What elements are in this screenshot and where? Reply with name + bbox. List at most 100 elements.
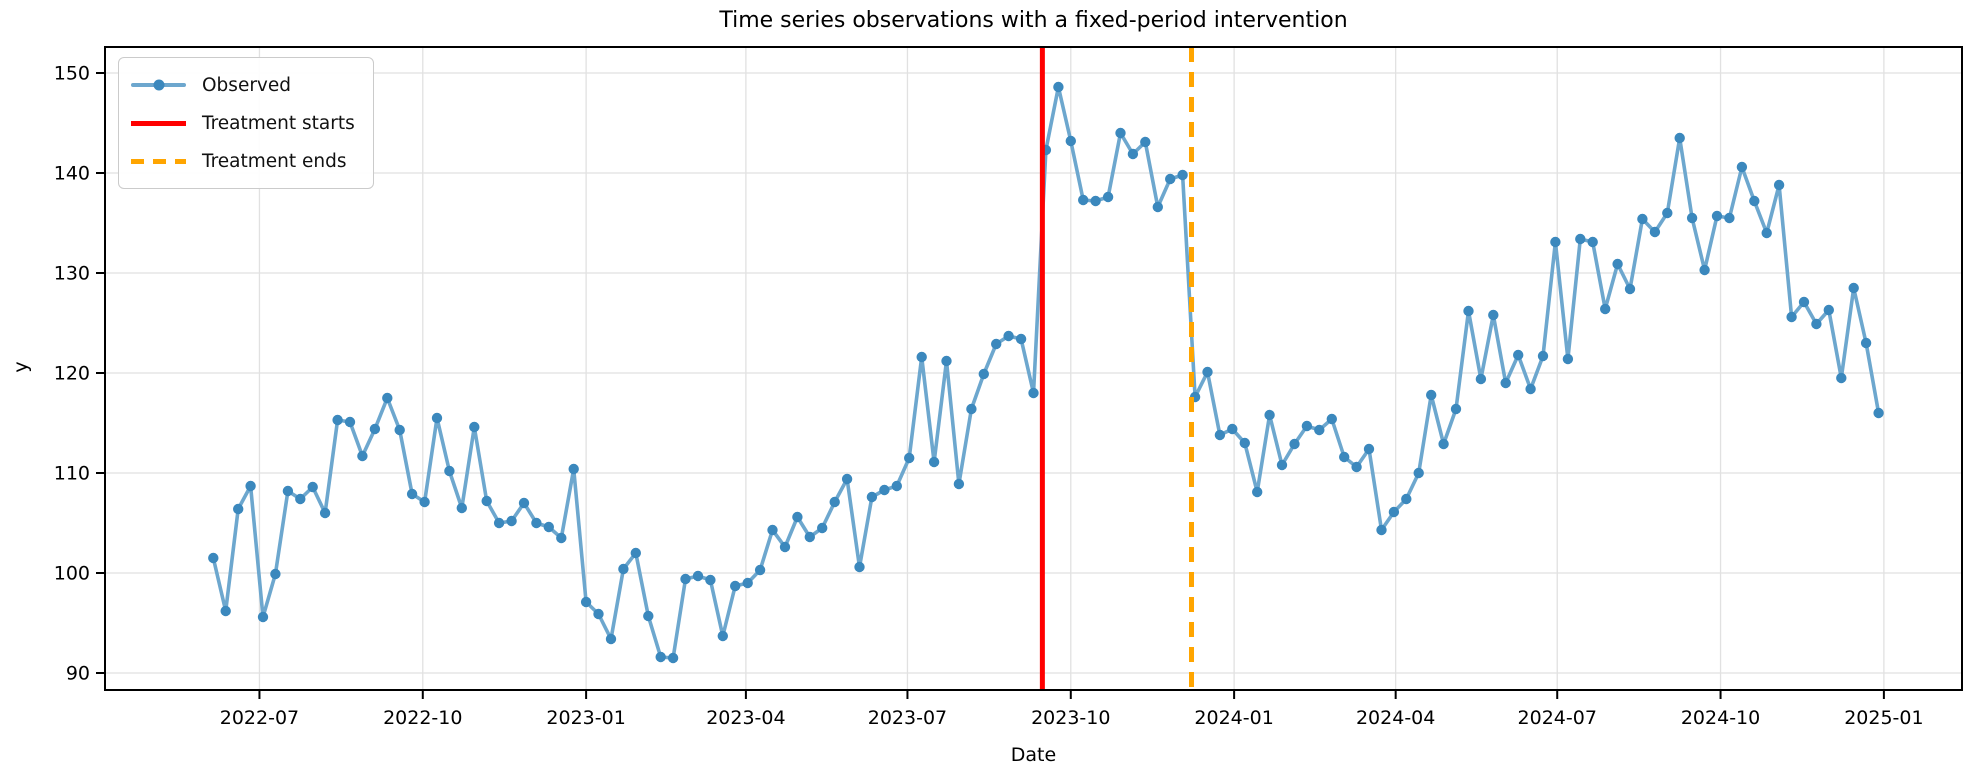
data-point-marker — [680, 573, 691, 585]
data-point-marker — [1624, 283, 1636, 295]
data-point-marker — [245, 480, 256, 492]
data-point-marker — [891, 480, 902, 492]
data-point-marker — [1388, 506, 1400, 518]
data-point-marker — [1239, 437, 1251, 449]
data-point-marker — [419, 496, 430, 508]
data-point-marker — [804, 531, 815, 543]
data-point-marker — [1053, 81, 1064, 93]
data-point-marker — [630, 547, 641, 559]
data-point-marker — [332, 414, 343, 426]
x-tick-label: 2024-01 — [1194, 707, 1273, 729]
data-point-marker — [1811, 318, 1822, 330]
data-point-marker — [1264, 409, 1275, 421]
x-tick-label: 2024-10 — [1681, 707, 1760, 729]
legend-item-treatment-starts: Treatment starts — [131, 104, 355, 142]
data-point-marker — [916, 351, 927, 363]
data-point-marker — [1836, 372, 1847, 384]
y-tick-label: 90 — [66, 663, 90, 685]
y-tick-label: 130 — [54, 263, 90, 285]
data-point-marker — [1015, 333, 1027, 345]
data-point-marker — [1786, 311, 1797, 323]
data-point-marker — [1860, 337, 1872, 349]
data-point-marker — [1637, 213, 1648, 225]
data-point-marker — [904, 452, 915, 464]
data-point-marker — [270, 568, 281, 580]
data-point-marker — [1488, 309, 1499, 321]
data-point-marker — [1761, 227, 1772, 239]
y-axis-label: y — [10, 361, 32, 373]
observed-line-sample-icon — [131, 79, 186, 91]
data-point-marker — [1649, 226, 1661, 238]
data-point-marker — [295, 493, 306, 505]
data-point-marker — [431, 412, 443, 424]
data-point-marker — [1873, 407, 1884, 419]
data-point-marker — [1463, 305, 1474, 317]
data-point-marker — [1326, 413, 1338, 425]
data-point-marker — [1177, 169, 1188, 181]
data-point-marker — [829, 496, 840, 508]
data-point-marker — [1078, 194, 1089, 206]
x-tick-label: 2023-04 — [706, 707, 785, 729]
data-point-marker — [1823, 304, 1835, 316]
data-point-marker — [444, 465, 455, 477]
x-tick-label: 2025-01 — [1844, 707, 1923, 729]
data-point-marker — [1165, 173, 1176, 185]
treatment-start-line-sample-icon — [131, 120, 186, 126]
data-point-marker — [1276, 459, 1288, 471]
data-point-marker — [1500, 377, 1511, 389]
data-point-marker — [1115, 127, 1126, 139]
data-point-marker — [667, 652, 679, 664]
data-point-marker — [257, 611, 269, 623]
data-point-marker — [1202, 366, 1213, 378]
data-point-marker — [406, 488, 418, 500]
data-point-marker — [233, 503, 244, 515]
data-point-marker — [1401, 493, 1412, 505]
data-point-marker — [481, 495, 492, 507]
data-point-marker — [1028, 387, 1039, 399]
observed-marker-icon — [153, 79, 164, 91]
legend-label: Treatment ends — [202, 150, 347, 172]
data-point-marker — [208, 552, 219, 564]
data-point-marker — [1587, 236, 1598, 248]
data-point-marker — [1475, 373, 1487, 385]
data-point-marker — [643, 610, 654, 622]
x-tick-label: 2023-01 — [546, 707, 625, 729]
data-point-marker — [1562, 353, 1574, 365]
data-point-marker — [1525, 383, 1536, 395]
legend-label: Observed — [202, 74, 292, 96]
data-point-marker — [531, 517, 542, 529]
data-point-marker — [593, 608, 604, 620]
data-point-marker — [1301, 420, 1313, 432]
data-point-marker — [754, 564, 766, 576]
data-point-marker — [705, 574, 716, 586]
data-point-marker — [518, 497, 530, 509]
data-point-marker — [1749, 195, 1760, 207]
data-point-marker — [1686, 212, 1698, 224]
data-point-marker — [717, 630, 728, 642]
data-point-marker — [941, 355, 952, 367]
x-tick-label: 2024-04 — [1356, 707, 1435, 729]
treatment-end-line-sample-icon — [131, 158, 186, 164]
data-point-marker — [1003, 330, 1014, 342]
data-point-marker — [692, 570, 704, 582]
data-point-marker — [1513, 349, 1524, 361]
data-point-marker — [456, 502, 467, 514]
x-tick-label: 2023-10 — [1031, 707, 1110, 729]
data-point-marker — [1736, 161, 1748, 173]
data-point-marker — [1600, 303, 1611, 315]
y-tick-label: 100 — [54, 563, 90, 585]
data-point-marker — [742, 577, 753, 589]
data-point-marker — [1090, 195, 1101, 207]
data-point-marker — [792, 511, 803, 523]
data-point-marker — [1674, 132, 1685, 144]
y-tick-label: 120 — [54, 363, 90, 385]
data-point-marker — [344, 416, 356, 428]
data-point-marker — [1773, 179, 1785, 191]
data-point-marker — [1848, 282, 1859, 294]
data-point-marker — [568, 463, 579, 475]
data-point-marker — [1252, 486, 1263, 498]
data-point-marker — [357, 450, 368, 462]
x-tick-label: 2024-07 — [1518, 707, 1597, 729]
data-point-marker — [841, 473, 853, 485]
